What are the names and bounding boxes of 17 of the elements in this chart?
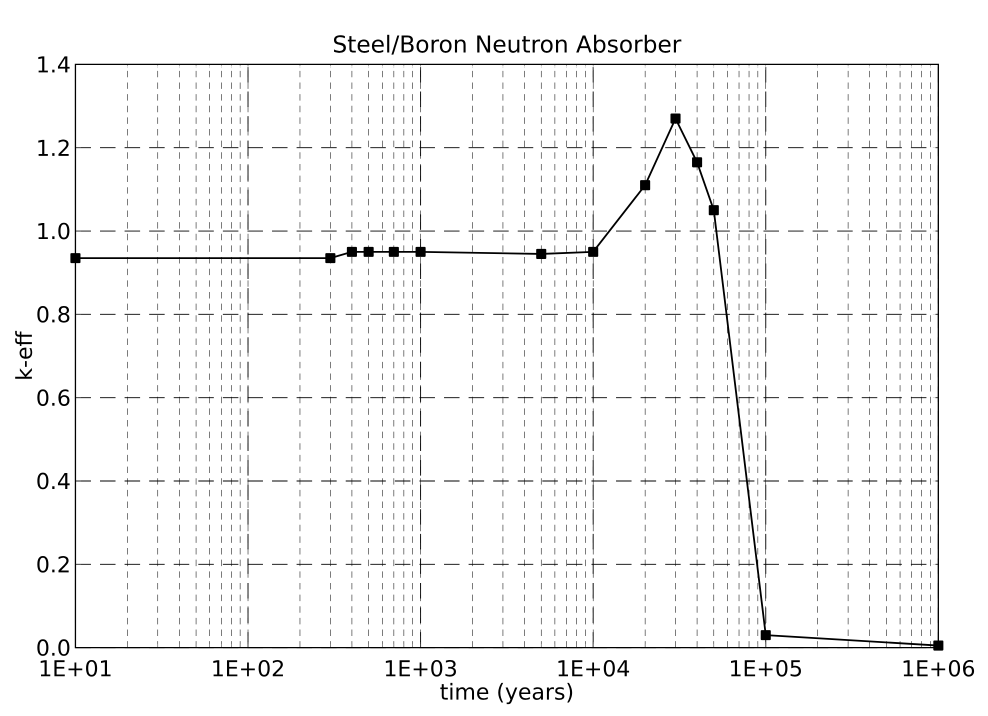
y-axis-title: k-eff [15, 331, 32, 379]
x-tick-label: 1E+05 [731, 660, 801, 677]
x-tick-label: 1E+02 [213, 660, 283, 677]
x-tick-label: 1E+01 [40, 660, 111, 677]
y-tick-label: 0.0 [37, 639, 70, 656]
x-axis-title: time (years) [440, 683, 572, 704]
x-tick-label: 1E+04 [558, 660, 630, 677]
y-tick-label: 0.4 [37, 472, 70, 490]
y-tick-label: 1.2 [38, 140, 69, 156]
y-tick-label: 0.8 [37, 306, 70, 323]
x-tick-label: 1E+06 [904, 660, 974, 677]
x-tick-label: 1E+03 [386, 660, 456, 677]
chart-title: Steel/Boron Neutron Absorber [334, 34, 682, 55]
y-tick-label: 0.2 [37, 556, 69, 573]
y-tick-label: 1.4 [38, 56, 70, 73]
y-tick-label: 0.6 [37, 389, 70, 406]
y-tick-label: 1.0 [38, 222, 70, 240]
